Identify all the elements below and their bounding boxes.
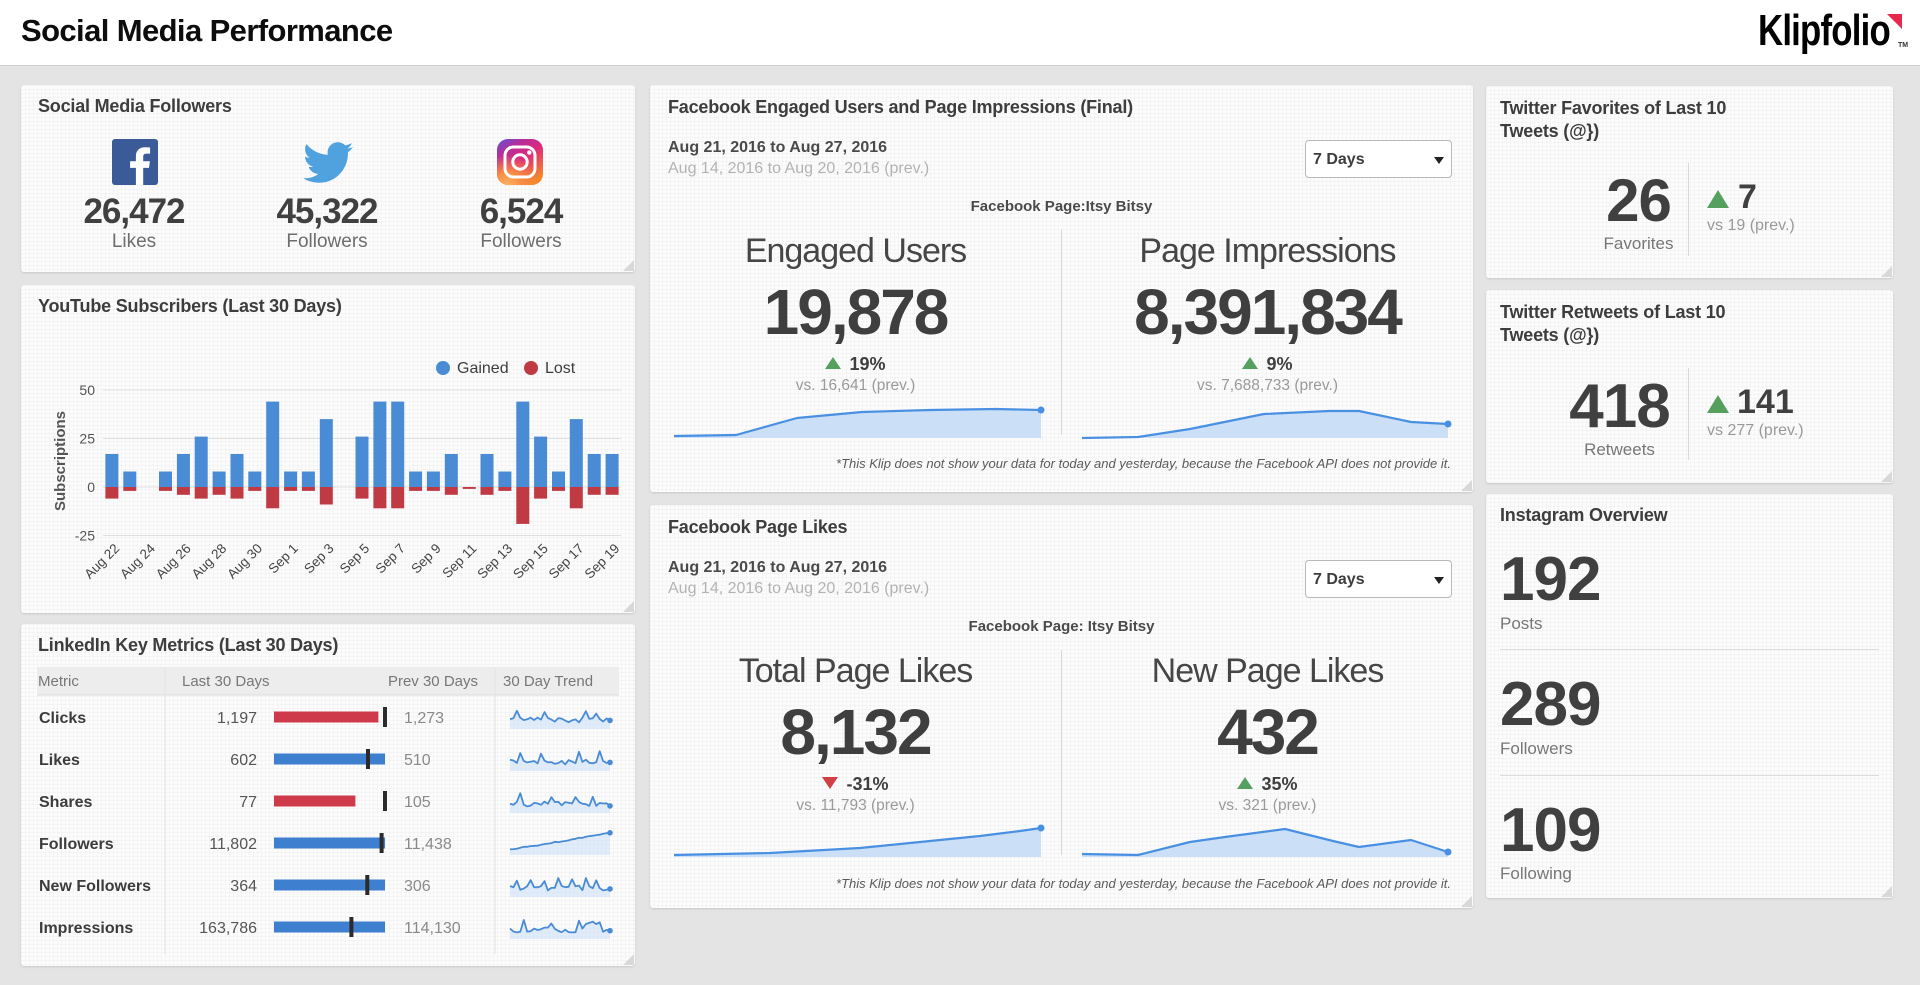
svg-text:Likes: Likes (39, 752, 80, 769)
svg-text:Sep 17: Sep 17 (546, 541, 587, 582)
svg-text:-25: -25 (75, 528, 95, 544)
svg-text:1,273: 1,273 (404, 710, 444, 727)
svg-text:77: 77 (239, 794, 257, 811)
svg-text:Sep 7: Sep 7 (373, 541, 409, 577)
svg-text:Sep 1: Sep 1 (265, 541, 301, 577)
svg-text:Subscriptions: Subscriptions (52, 411, 69, 511)
svg-text:Gained: Gained (457, 360, 509, 377)
svg-text:50: 50 (79, 382, 95, 398)
svg-text:30 Day Trend: 30 Day Trend (503, 673, 593, 690)
svg-text:163,786: 163,786 (199, 920, 257, 937)
svg-text:New Followers: New Followers (39, 878, 151, 895)
svg-text:Sep 9: Sep 9 (408, 541, 444, 577)
svg-text:11,802: 11,802 (209, 836, 257, 853)
svg-text:Sep 11: Sep 11 (439, 541, 479, 581)
svg-text:364: 364 (230, 878, 257, 895)
svg-text:Aug 26: Aug 26 (153, 541, 194, 582)
svg-text:Aug 24: Aug 24 (117, 540, 158, 581)
svg-text:25: 25 (79, 431, 95, 447)
svg-text:105: 105 (404, 794, 431, 811)
svg-text:306: 306 (404, 878, 431, 895)
svg-text:Aug 28: Aug 28 (189, 541, 230, 582)
svg-text:Sep 15: Sep 15 (510, 541, 551, 582)
svg-text:Sep 13: Sep 13 (474, 541, 515, 582)
svg-text:Sep 5: Sep 5 (337, 541, 373, 577)
svg-text:Metric: Metric (38, 673, 79, 690)
svg-text:Shares: Shares (39, 794, 92, 811)
svg-text:0: 0 (87, 479, 95, 495)
svg-text:Sep 19: Sep 19 (582, 541, 623, 582)
svg-text:Last 30 Days: Last 30 Days (182, 673, 270, 690)
svg-text:11,438: 11,438 (404, 836, 452, 853)
svg-text:1,197: 1,197 (217, 710, 257, 727)
svg-text:Lost: Lost (545, 360, 576, 377)
svg-text:Prev 30 Days: Prev 30 Days (388, 673, 478, 690)
svg-text:Impressions: Impressions (39, 920, 133, 937)
svg-text:Aug 30: Aug 30 (224, 541, 265, 582)
svg-text:Sep 3: Sep 3 (301, 541, 337, 577)
svg-text:Clicks: Clicks (39, 710, 86, 727)
svg-text:Followers: Followers (39, 836, 114, 853)
svg-text:602: 602 (230, 752, 257, 769)
svg-text:510: 510 (404, 752, 431, 769)
svg-text:114,130: 114,130 (404, 920, 461, 937)
svg-text:Aug 22: Aug 22 (81, 541, 122, 582)
